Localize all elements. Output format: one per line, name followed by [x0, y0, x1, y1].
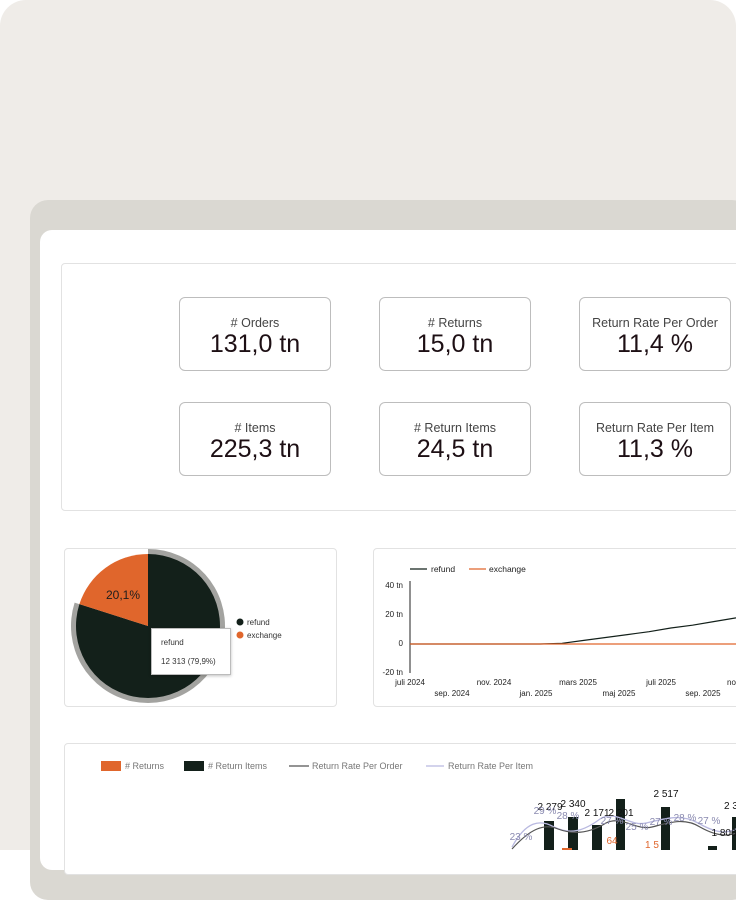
- line-x-tick-sep-2024: sep. 2024: [434, 689, 470, 698]
- combo-bar-returns[interactable]: [562, 848, 572, 850]
- combo-bar[interactable]: [708, 846, 717, 850]
- line-x-tick-jan-2025: jan. 2025: [519, 689, 553, 698]
- pie-slice-exchange[interactable]: [79, 554, 148, 626]
- kpi-return-items-label: # Return Items: [414, 421, 496, 435]
- combo-data-label: 2 3: [724, 801, 736, 812]
- kpi-orders: # Orders 131,0 tn: [179, 297, 331, 371]
- pie-tooltip-title: refund: [161, 638, 184, 647]
- kpi-return-rate-order: Return Rate Per Order 11,4 %: [579, 297, 731, 371]
- combo-rate-label: 28 %: [674, 813, 697, 824]
- line-y-tick-20: 20 tn: [385, 610, 403, 619]
- combo-bar[interactable]: [616, 799, 625, 850]
- combo-legend-rate-order[interactable]: Return Rate Per Order: [312, 761, 403, 771]
- kpi-return-rate-order-value: 11,4 %: [617, 330, 693, 358]
- combo-rate-label: 27 %: [601, 816, 624, 827]
- combo-data-label: 2 171: [584, 808, 609, 819]
- pie-legend-exchange-dot: [236, 631, 244, 639]
- line-y-tick-40: 40 tn: [385, 581, 403, 590]
- combo-rate-label: 29 %: [534, 806, 557, 817]
- combo-returns-label: 64: [606, 836, 618, 847]
- combo-bar[interactable]: [661, 807, 670, 850]
- line-series-refund[interactable]: [410, 617, 736, 645]
- pie-chart: 20,1% refund exchange: [71, 549, 282, 703]
- kpi-items-label: # Items: [234, 421, 276, 435]
- pie-slice-label: 20,1%: [106, 588, 140, 602]
- kpi-return-items-value: 24,5 tn: [416, 435, 494, 463]
- kpi-orders-label: # Orders: [230, 316, 280, 330]
- line-x-tick-jul-2024: juli 2024: [394, 678, 425, 687]
- combo-bar[interactable]: [544, 821, 554, 850]
- combo-legend-rate-item[interactable]: Return Rate Per Item: [448, 761, 533, 771]
- combo-data-label: 2 279: [537, 802, 562, 813]
- kpi-orders-value: 131,0 tn: [209, 330, 301, 358]
- combo-rate-label: 25 %: [626, 822, 649, 833]
- line-legend-refund[interactable]: refund: [431, 564, 455, 574]
- combo-returns-label: 1 5: [645, 840, 659, 850]
- kpi-return-rate-item-label: Return Rate Per Item: [595, 421, 715, 435]
- combo-data-label: 1 806: [711, 828, 736, 839]
- combo-line-rate-order[interactable]: [511, 820, 736, 850]
- combo-rate-label: 28 %: [557, 811, 580, 822]
- kpi-return-rate-item: Return Rate Per Item 11,3 %: [579, 402, 731, 476]
- pie-tooltip: refund 12 313 (79,9%): [151, 628, 231, 675]
- kpi-return-items: # Return Items 24,5 tn: [379, 402, 531, 476]
- combo-rate-label: 23 %: [510, 832, 533, 843]
- combo-chart: # Returns # Return Items Return Rate Per…: [101, 761, 736, 850]
- line-x-tick-may-2025: maj 2025: [603, 689, 636, 698]
- kpi-returns: # Returns 15,0 tn: [379, 297, 531, 371]
- line-legend-exchange[interactable]: exchange: [489, 564, 526, 574]
- kpi-items-value: 225,3 tn: [209, 435, 301, 463]
- combo-bar[interactable]: [592, 825, 602, 850]
- pie-legend-exchange[interactable]: exchange: [247, 631, 282, 640]
- line-chart: refund exchange 40 tn 20 tn 0 -20 tn jul…: [383, 564, 736, 698]
- combo-legend-returns-swatch: [101, 761, 121, 771]
- line-y-tick-neg20: -20 tn: [383, 668, 403, 677]
- combo-data-label: 2 517: [653, 789, 678, 800]
- combo-rate-label: 27 %: [650, 817, 673, 828]
- kpi-returns-label: # Returns: [427, 316, 483, 330]
- line-x-tick-nov-2024: nov. 2024: [477, 678, 512, 687]
- kpi-returns-value: 15,0 tn: [416, 330, 494, 358]
- pie-legend-refund-dot: [236, 618, 244, 626]
- combo-legend-return-items[interactable]: # Return Items: [208, 761, 268, 771]
- combo-legend-return-items-swatch: [184, 761, 204, 771]
- kpi-items: # Items 225,3 tn: [179, 402, 331, 476]
- pie-tooltip-value: 12 313 (79,9%): [161, 657, 216, 666]
- kpi-return-rate-order-label: Return Rate Per Order: [592, 316, 718, 330]
- combo-data-label: 2 201: [608, 808, 633, 819]
- line-y-tick-0: 0: [399, 639, 404, 648]
- combo-bar[interactable]: [568, 817, 578, 850]
- combo-line-rate-item[interactable]: [511, 815, 736, 848]
- combo-rate-label: 27 %: [698, 816, 721, 827]
- line-x-tick-sep-2025: sep. 2025: [685, 689, 721, 698]
- line-x-tick-nov-2025: no: [727, 678, 736, 687]
- kpi-return-rate-item-value: 11,3 %: [617, 435, 693, 463]
- line-x-tick-mar-2025: mars 2025: [559, 678, 597, 687]
- combo-legend-returns[interactable]: # Returns: [125, 761, 165, 771]
- pie-legend-refund[interactable]: refund: [247, 618, 270, 627]
- line-x-tick-jul-2025: juli 2025: [645, 678, 676, 687]
- combo-data-label: 2 340: [560, 799, 585, 810]
